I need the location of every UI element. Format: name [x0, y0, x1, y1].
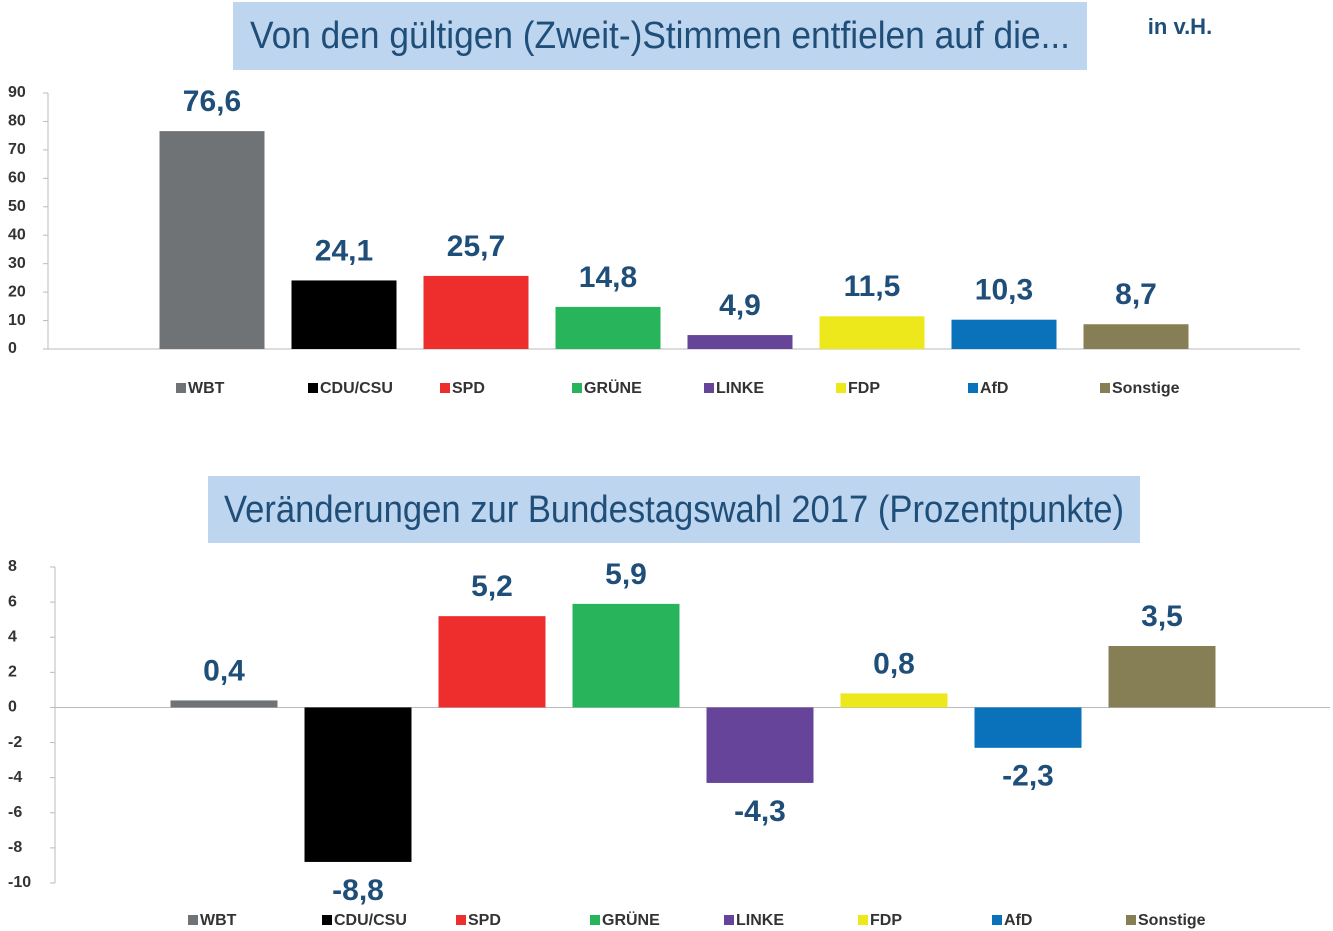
y-tick-label: -2	[8, 734, 22, 751]
value-label: 24,1	[315, 234, 373, 267]
legend-label: FDP	[870, 912, 902, 929]
bar	[951, 319, 1057, 349]
legend-label: LINKE	[736, 912, 784, 929]
legend-label: Sonstige	[1138, 912, 1206, 929]
legend-label: WBT	[200, 912, 237, 929]
bar	[438, 616, 546, 708]
legend-swatch	[456, 915, 466, 925]
legend-label: AfD	[1004, 912, 1032, 929]
y-tick-label: 10	[8, 312, 26, 329]
bar	[423, 275, 529, 349]
legend-label: CDU/CSU	[320, 380, 393, 397]
bar	[974, 707, 1082, 748]
value-label: 5,9	[605, 558, 647, 591]
value-label: 11,5	[844, 270, 901, 303]
bar	[572, 603, 680, 708]
value-label: 3,5	[1141, 600, 1183, 633]
legend-label: WBT	[188, 380, 225, 397]
value-label: 4,9	[719, 289, 761, 322]
chart-title: Von den gültigen (Zweit-)Stimmen entfiel…	[250, 15, 1070, 57]
legend-swatch	[836, 383, 846, 393]
value-label: -2,3	[1002, 760, 1054, 793]
value-label: 10,3	[975, 274, 1033, 307]
y-tick-label: 0	[8, 699, 17, 716]
title-box	[233, 2, 1087, 70]
y-tick-label: 2	[8, 664, 17, 681]
bar	[687, 335, 793, 349]
legend-label: Sonstige	[1112, 380, 1180, 397]
legend-label: AfD	[980, 380, 1008, 397]
legend-swatch	[308, 383, 318, 393]
value-label: 76,6	[183, 85, 241, 118]
y-tick-label: 8	[8, 558, 17, 575]
value-label: 8,7	[1115, 278, 1157, 311]
value-label: 5,2	[471, 570, 513, 603]
bar	[159, 131, 265, 349]
value-label: -8,8	[332, 874, 384, 907]
legend-swatch	[858, 915, 868, 925]
legend-swatch	[992, 915, 1002, 925]
legend-label: GRÜNE	[602, 910, 660, 929]
y-tick-label: -10	[8, 874, 31, 891]
bar	[555, 306, 661, 349]
y-tick-label: 4	[8, 628, 17, 645]
bar	[291, 280, 397, 349]
y-tick-label: 20	[8, 283, 26, 300]
legend-swatch	[188, 915, 198, 925]
unit-note: in v.H.	[1148, 14, 1212, 39]
bar	[1083, 324, 1189, 349]
legend-swatch	[1100, 383, 1110, 393]
title-box	[208, 476, 1140, 543]
legend-swatch	[590, 915, 600, 925]
value-label: 25,7	[447, 230, 505, 263]
value-label: 0,4	[203, 654, 245, 687]
legend-swatch	[704, 383, 714, 393]
legend-swatch	[1126, 915, 1136, 925]
y-tick-label: 90	[8, 84, 26, 101]
legend-swatch	[968, 383, 978, 393]
bar	[706, 707, 814, 783]
y-tick-label: 30	[8, 255, 26, 272]
chart-title: Veränderungen zur Bundestagswahl 2017 (P…	[224, 489, 1124, 531]
y-tick-label: -6	[8, 804, 22, 821]
legend-label: CDU/CSU	[334, 912, 407, 929]
y-tick-label: 80	[8, 113, 26, 130]
bar	[1108, 646, 1216, 708]
legend-label: FDP	[848, 380, 880, 397]
bar	[819, 316, 925, 349]
legend-swatch	[322, 915, 332, 925]
y-tick-label: 0	[8, 340, 17, 357]
y-tick-label: -8	[8, 839, 22, 856]
legend-swatch	[724, 915, 734, 925]
legend-swatch	[572, 383, 582, 393]
value-label: 14,8	[579, 261, 637, 294]
bar	[304, 707, 412, 862]
y-tick-label: 50	[8, 198, 26, 215]
value-label: -4,3	[734, 795, 786, 828]
legend-label: SPD	[452, 380, 485, 397]
y-tick-label: 70	[8, 141, 26, 158]
y-tick-label: -4	[8, 769, 22, 786]
y-tick-label: 6	[8, 593, 17, 610]
legend-swatch	[440, 383, 450, 393]
y-tick-label: 40	[8, 226, 26, 243]
legend-label: SPD	[468, 912, 501, 929]
legend-label: GRÜNE	[584, 378, 642, 397]
bar	[170, 700, 278, 708]
bar	[840, 693, 948, 708]
value-label: 0,8	[873, 647, 915, 680]
legend-label: LINKE	[716, 380, 764, 397]
y-tick-label: 60	[8, 170, 26, 187]
legend-swatch	[176, 383, 186, 393]
